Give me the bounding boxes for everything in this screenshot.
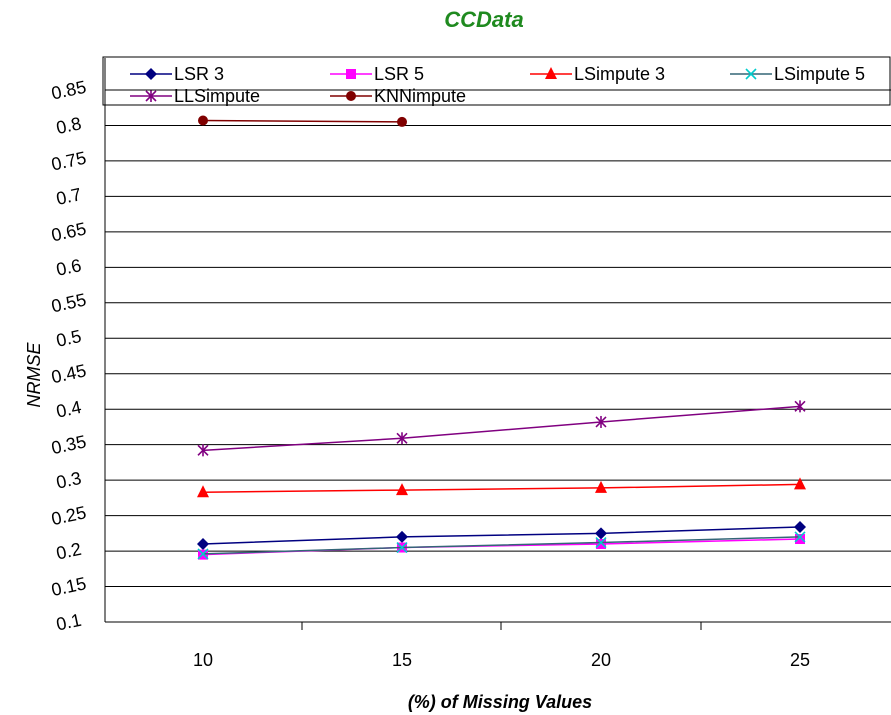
data-point — [595, 415, 607, 428]
x-tick-label: 20 — [591, 650, 611, 670]
data-point — [596, 538, 606, 549]
data-point — [595, 480, 607, 493]
y-tick-label: 0.3 — [54, 468, 83, 493]
x-tick-label: 10 — [193, 650, 213, 670]
data-point — [396, 432, 408, 445]
y-tick-label: 0.5 — [54, 326, 83, 351]
legend-label: LSR 5 — [374, 64, 424, 84]
data-point — [198, 115, 208, 126]
y-tick-label: 0.85 — [50, 77, 88, 104]
data-point — [794, 531, 806, 543]
legend-label: LSimpute 3 — [574, 64, 665, 84]
data-point — [794, 477, 806, 490]
data-point — [794, 400, 806, 413]
legend-marker — [545, 67, 557, 79]
legend-box — [102, 56, 891, 106]
y-tick-label: 0.1 — [54, 610, 83, 635]
data-point — [197, 444, 209, 457]
chart-title: CCData — [444, 7, 523, 32]
y-tick-label: 0.8 — [54, 113, 83, 138]
y-tick-label: 0.7 — [54, 184, 83, 209]
data-point — [396, 530, 408, 543]
legend-marker — [346, 69, 356, 79]
y-tick-label: 0.65 — [50, 219, 88, 246]
legend-label: LLSimpute — [174, 86, 260, 106]
y-tick-label: 0.2 — [54, 539, 83, 564]
series-line-2 — [202, 483, 801, 493]
data-point — [396, 483, 408, 496]
x-tick-label: 15 — [392, 650, 412, 670]
legend-marker — [145, 68, 157, 80]
data-point — [595, 527, 607, 540]
data-point — [197, 548, 209, 560]
y-tick-label: 0.6 — [54, 255, 83, 280]
legend-marker — [145, 90, 157, 102]
data-point — [397, 116, 407, 127]
legend-label: LSR 3 — [174, 64, 224, 84]
data-point — [795, 534, 805, 545]
legend-label: KNNimpute — [374, 86, 466, 106]
x-tick-label: 25 — [790, 650, 810, 670]
series-line-0 — [202, 526, 801, 545]
data-point — [396, 541, 408, 554]
data-point — [197, 537, 209, 550]
series-line-5 — [202, 119, 403, 123]
y-tick-label: 0.55 — [50, 290, 88, 317]
y-tick-label: 0.35 — [50, 431, 88, 458]
series-line-3 — [202, 536, 801, 555]
y-tick-label: 0.75 — [50, 148, 88, 175]
legend-label: LSimpute 5 — [774, 64, 865, 84]
legend: LSR 3 LSR 5 LSimpute 3 LSimpute 5 LLSimpute K… — [102, 56, 891, 106]
y-axis-title: NRMSE — [24, 342, 44, 408]
data-point — [595, 536, 607, 549]
plot-area: 0.1 0.15 0.2 0.25 0.3 0.35 0.4 0.45 0.5 0.55 0.6 0.… — [50, 58, 891, 670]
series-line-4 — [202, 405, 801, 452]
data-point — [197, 485, 209, 498]
y-tick-label: 0.25 — [50, 502, 88, 529]
y-tick-label: 0.15 — [50, 573, 88, 600]
x-axis-title: (%) of Missing Values — [408, 692, 592, 712]
y-tick-label: 0.4 — [54, 397, 83, 422]
legend-marker — [745, 68, 757, 80]
data-point — [794, 520, 806, 533]
legend-marker — [346, 91, 356, 101]
y-tick-label: 0.45 — [50, 360, 88, 387]
